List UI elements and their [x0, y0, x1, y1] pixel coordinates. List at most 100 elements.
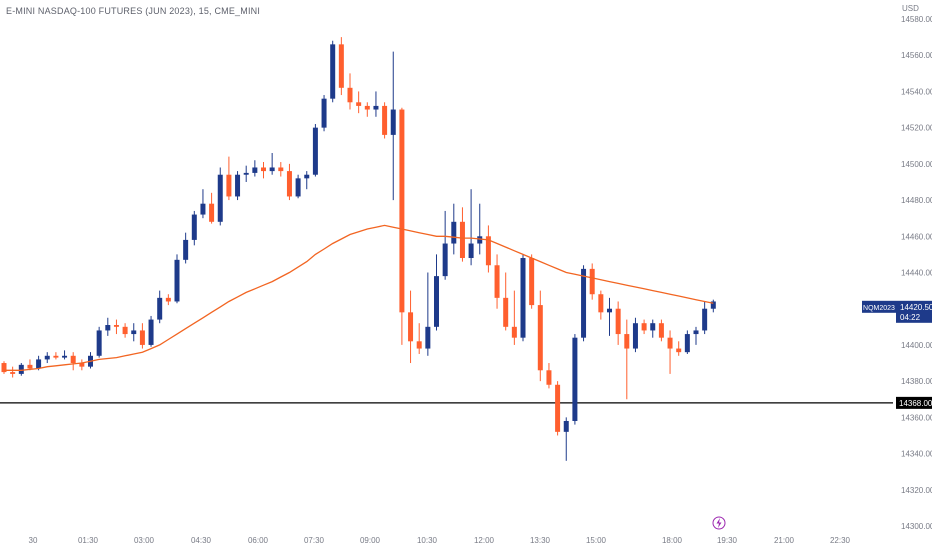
candle-body [165, 297, 171, 302]
candle-body [191, 214, 197, 240]
candle-body [581, 268, 587, 338]
lightning-icon[interactable] [712, 516, 726, 530]
candle-body [122, 326, 128, 335]
candle-body [269, 167, 275, 172]
symbol-title: E-MINI NASDAQ-100 FUTURES (JUN 2023), 15… [6, 6, 261, 16]
candle-body [598, 294, 604, 313]
candle-body [373, 105, 379, 110]
symbol-badge-bg [862, 300, 896, 313]
y-tick-label: 14500.00 [901, 160, 932, 169]
candle-body [503, 297, 509, 327]
hline-badge-text: 14368.00 [899, 399, 932, 408]
candle-body [338, 44, 344, 88]
x-tick-label: 12:00 [474, 536, 495, 545]
candle-body [442, 243, 448, 277]
candle-body [511, 326, 517, 338]
x-tick-label: 06:00 [248, 536, 269, 545]
candle-body [70, 355, 76, 364]
x-tick-label: 04:30 [191, 536, 212, 545]
candle-body [27, 364, 33, 369]
y-tick-label: 14400.00 [901, 341, 932, 350]
candle-body [710, 301, 716, 309]
candle-body [96, 330, 102, 356]
symbol-badge-text: NQM2023 [863, 305, 895, 312]
candle-body [200, 203, 206, 215]
candle-body [330, 44, 336, 99]
x-tick-label: 07:30 [304, 536, 325, 545]
candle-body [278, 167, 284, 172]
candle-body [364, 105, 370, 110]
x-tick-label: 21:00 [774, 536, 795, 545]
y-tick-label: 14380.00 [901, 377, 932, 386]
candle-body [243, 172, 249, 175]
candle-body [304, 174, 310, 179]
candle-body [546, 370, 552, 385]
candle-body [157, 297, 163, 320]
candle-body [18, 364, 24, 374]
candle-body [105, 325, 111, 331]
candle-body [494, 265, 500, 298]
x-tick-label: 22:30 [830, 536, 851, 545]
candle-body [295, 178, 301, 197]
candle-body [390, 109, 396, 135]
x-tick-label: 10:30 [417, 536, 438, 545]
candle-body [209, 203, 215, 222]
x-tick-label: 01:30 [78, 536, 99, 545]
candle-body [589, 268, 595, 295]
candle-body [252, 167, 258, 173]
moving-average-line [4, 224, 714, 371]
candle-body [520, 258, 526, 338]
candle-body [321, 98, 327, 128]
y-tick-label: 14460.00 [901, 232, 932, 241]
candle-body [217, 174, 223, 222]
candle-body [702, 308, 708, 331]
x-tick-label: 09:00 [360, 536, 381, 545]
y-tick-label: 14520.00 [901, 124, 932, 133]
candle-body [434, 276, 439, 327]
candle-body [667, 337, 673, 349]
price-badge-text: 14420.50 [900, 303, 932, 312]
x-tick-label: 18:00 [662, 536, 683, 545]
candle-body [624, 334, 630, 349]
x-tick-label: 03:00 [134, 536, 155, 545]
hline-price-badge: 14368.00 [896, 396, 932, 409]
candle-body [53, 355, 59, 358]
candle-body [235, 174, 241, 197]
candle-body [261, 167, 266, 172]
candle-body [607, 308, 612, 313]
x-tick-label: 15:00 [586, 536, 607, 545]
candle-body [131, 330, 137, 335]
candle-body [183, 239, 189, 260]
lightning-icon-bolt [716, 518, 722, 528]
candle-body [477, 236, 483, 244]
y-tick-label: 14440.00 [901, 269, 932, 278]
candle-body [658, 323, 664, 338]
candle-body [382, 105, 388, 135]
candle-body [399, 109, 405, 313]
candle-body [113, 325, 119, 327]
candle-body [650, 323, 656, 331]
candle-body [79, 363, 85, 367]
x-tick-label: 13:30 [530, 536, 551, 545]
candle-body [10, 372, 16, 374]
candle-body [174, 259, 180, 302]
y-tick-label: 14320.00 [901, 486, 932, 495]
candle-body [537, 305, 543, 371]
candle-body [226, 174, 232, 197]
x-tick-label: 19:30 [717, 536, 738, 545]
candle-body [693, 330, 699, 335]
x-tick-label: 30 [29, 536, 38, 545]
candle-body [356, 102, 362, 106]
candle-body [676, 348, 682, 353]
countdown-text: 04:22 [900, 313, 921, 322]
lightning-icon-ring [712, 516, 726, 530]
candle-body [485, 236, 491, 266]
candle-body [408, 312, 414, 342]
candle-body [451, 221, 457, 244]
currency-label: USD [902, 4, 919, 13]
candle-body [36, 359, 42, 369]
y-tick-label: 14560.00 [901, 51, 932, 60]
